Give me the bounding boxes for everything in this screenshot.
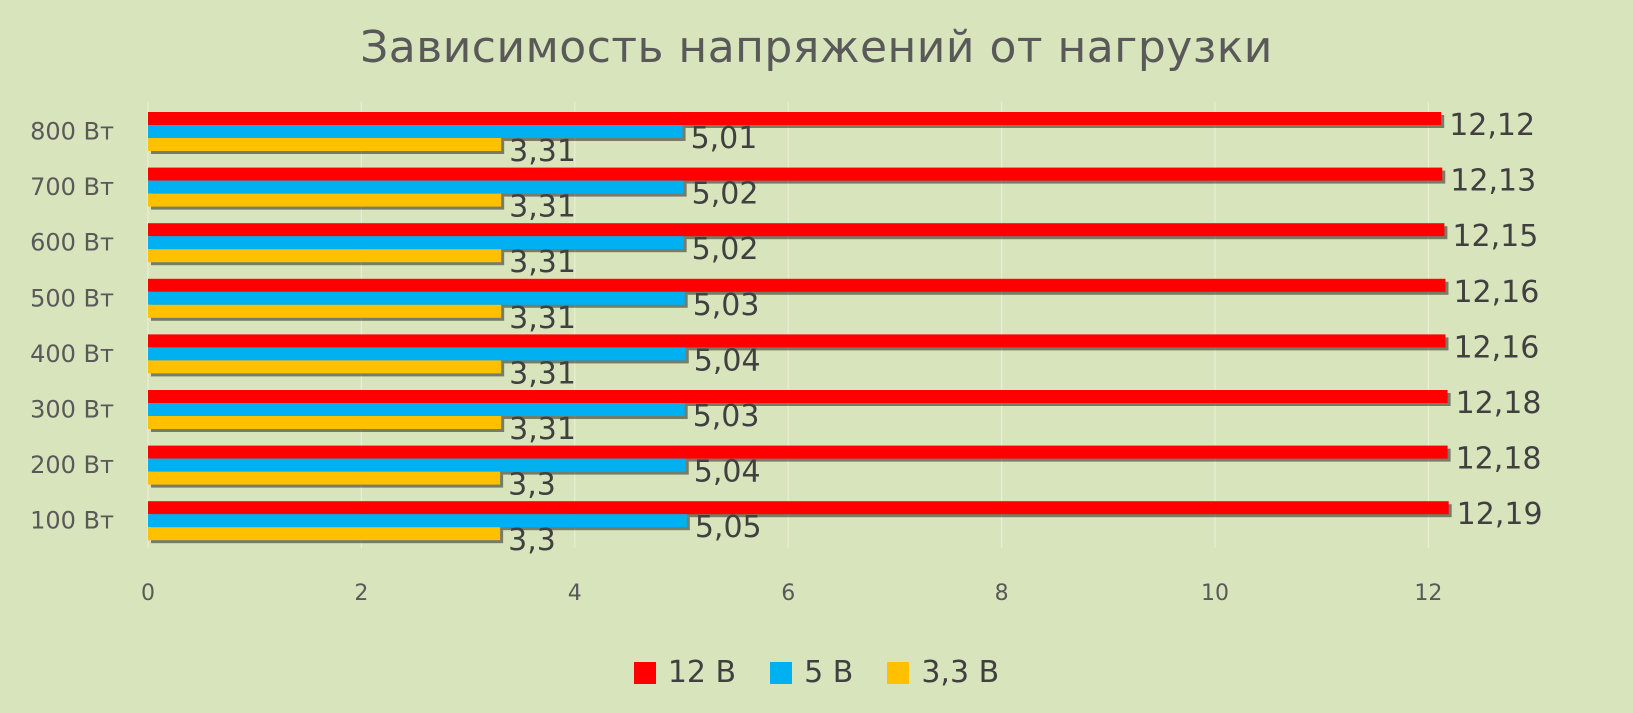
bar-3v3	[148, 416, 502, 429]
x-tick-label: 12	[1414, 581, 1442, 606]
legend-item-3v3: 3,3 В	[887, 655, 999, 690]
x-tick-label: 8	[995, 581, 1009, 606]
bar-3v3	[148, 138, 502, 151]
data-label: 12,12	[1449, 108, 1535, 143]
x-tick-label: 10	[1201, 581, 1229, 606]
bar-3v3	[148, 193, 502, 207]
category-label: 300 Вт	[30, 396, 114, 424]
data-label: 3,31	[509, 245, 576, 280]
bar-12v	[148, 223, 1445, 237]
category-label: 700 Вт	[30, 173, 114, 201]
data-label: 3,31	[509, 190, 576, 225]
data-label: 3,31	[509, 134, 576, 169]
data-label: 3,3	[508, 523, 556, 558]
bar-12v	[148, 445, 1448, 459]
category-label: 400 Вт	[30, 340, 114, 368]
data-label: 12,18	[1456, 442, 1542, 477]
bar-5v	[148, 125, 683, 138]
data-label: 12,16	[1453, 275, 1539, 310]
bar-3v3	[148, 527, 501, 541]
bar-5v	[148, 180, 684, 194]
legend: 12 В 5 В 3,3 В	[0, 655, 1633, 690]
bar-3v3	[148, 249, 502, 263]
legend-swatch-5v	[770, 661, 793, 684]
data-label: 3,31	[509, 356, 576, 391]
data-label: 12,19	[1457, 497, 1543, 532]
bar-3v3	[148, 360, 502, 374]
category-label: 200 Вт	[30, 451, 114, 479]
data-label: 3,3	[508, 468, 556, 503]
category-label: 500 Вт	[30, 284, 114, 312]
x-tick-label: 6	[781, 581, 795, 606]
bar-5v	[148, 291, 685, 305]
x-tick-label: 2	[354, 581, 368, 606]
legend-item-12v: 12 В	[633, 655, 737, 690]
bar-5v	[148, 403, 685, 416]
data-label: 5,04	[694, 455, 761, 490]
bar-5v	[148, 458, 686, 472]
data-label: 5,04	[694, 343, 761, 378]
chart-title: Зависимость напряжений от нагрузки	[360, 22, 1273, 73]
data-label: 5,01	[691, 121, 758, 156]
bar-12v	[148, 334, 1446, 348]
data-label: 5,02	[692, 232, 759, 267]
data-label: 12,13	[1450, 164, 1536, 199]
data-label: 12,15	[1452, 219, 1538, 254]
data-label: 12,16	[1453, 330, 1539, 365]
legend-item-5v: 5 В	[770, 655, 853, 690]
bar-12v	[148, 501, 1449, 515]
data-label: 3,31	[509, 412, 576, 447]
bar-3v3	[148, 304, 502, 318]
legend-label-12v: 12 В	[667, 655, 737, 690]
bar-12v	[148, 390, 1448, 403]
bar-5v	[148, 236, 684, 250]
data-label: 5,02	[692, 177, 759, 212]
bar-12v	[148, 112, 1442, 125]
bar-12v	[148, 167, 1443, 181]
x-tick-label: 0	[141, 581, 155, 606]
bar-5v	[148, 514, 687, 528]
legend-label-5v: 5 В	[804, 655, 854, 690]
category-label: 100 Вт	[30, 507, 114, 535]
legend-swatch-3v3	[887, 661, 910, 684]
bar-5v	[148, 347, 686, 361]
bar-3v3	[148, 471, 501, 485]
data-label: 3,31	[509, 301, 576, 336]
bar-12v	[148, 278, 1446, 292]
data-label: 12,18	[1456, 386, 1542, 421]
category-label: 600 Вт	[30, 229, 114, 257]
data-label: 5,05	[695, 510, 762, 545]
data-label: 5,03	[693, 399, 760, 434]
legend-label-3v3: 3,3 В	[921, 655, 1000, 690]
category-label: 800 Вт	[30, 118, 114, 146]
data-label: 5,03	[693, 288, 760, 323]
x-tick-label: 4	[568, 581, 582, 606]
legend-swatch-12v	[633, 661, 656, 684]
